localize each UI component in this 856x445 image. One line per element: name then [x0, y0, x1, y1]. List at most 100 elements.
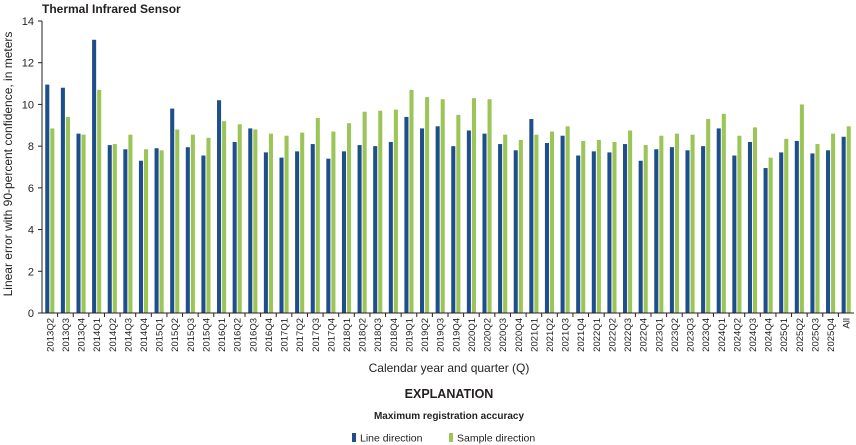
x-tick-label: 2024Q4 [764, 318, 775, 352]
bar-sample-direction-2015Q3 [190, 134, 195, 313]
x-tick-label: 2016Q2 [233, 318, 244, 352]
bar-line-direction-2014Q2 [107, 145, 112, 313]
legend-label-sample-direction: Sample direction [457, 433, 535, 445]
y-tick-label: 2 [28, 266, 34, 278]
x-tick-label: 2016Q1 [217, 318, 228, 352]
bar-sample-direction-2016Q1 [222, 121, 227, 313]
bar-line-direction-2015Q3 [185, 147, 190, 313]
bar-line-direction-2016Q3 [248, 128, 253, 313]
bar-line-direction-2023Q2 [669, 147, 674, 313]
bar-line-direction-2019Q2 [420, 128, 425, 313]
x-tick-label: 2016Q3 [248, 318, 259, 352]
x-tick-label: 2024Q3 [748, 318, 759, 352]
x-tick-label: 2014Q4 [139, 318, 150, 352]
bar-line-direction-2016Q4 [263, 152, 268, 313]
x-tick-label: 2017Q1 [280, 318, 291, 352]
bar-line-direction-2015Q4 [201, 155, 206, 313]
bar-line-direction-2021Q2 [544, 143, 549, 313]
bar-sample-direction-2014Q4 [144, 149, 149, 313]
bar-line-direction-2021Q3 [560, 135, 565, 313]
y-tick-label: 14 [22, 16, 34, 28]
y-tick-label: 4 [28, 225, 34, 237]
bar-line-direction-2021Q1 [529, 119, 534, 313]
x-tick-label: 2018Q3 [373, 318, 384, 352]
bar-line-direction-2022Q3 [623, 144, 628, 313]
legend-swatch-sample-direction [449, 433, 453, 442]
bar-sample-direction-2022Q1 [596, 139, 601, 313]
bar-line-direction-2024Q2 [732, 155, 737, 313]
bar-line-direction-2023Q1 [654, 149, 659, 313]
legend-heading: EXPLANATION [405, 387, 494, 401]
bar-line-direction-2015Q2 [170, 108, 175, 313]
x-tick-label: 2019Q3 [436, 318, 447, 352]
y-tick-label: 12 [22, 58, 34, 70]
bar-sample-direction-2018Q4 [393, 109, 398, 313]
x-tick-label: 2022Q4 [639, 318, 650, 352]
bar-sample-direction-2017Q3 [315, 117, 320, 314]
bar-sample-direction-2024Q1 [721, 113, 726, 313]
x-tick-label: 2023Q2 [670, 318, 681, 352]
bar-line-direction-2020Q1 [466, 130, 471, 313]
bar-sample-direction-2024Q2 [737, 135, 742, 313]
bar-line-direction-2020Q4 [513, 150, 518, 313]
x-tick-label: 2021Q3 [561, 318, 572, 352]
bar-line-direction-2019Q1 [404, 116, 409, 313]
x-axis-label: Calendar year and quarter (Q) [369, 361, 530, 375]
x-tick-label: 2017Q2 [295, 318, 306, 352]
bar-line-direction-2018Q3 [373, 146, 378, 313]
x-tick-label: 2017Q4 [326, 318, 337, 352]
y-tick-label: 6 [28, 183, 34, 195]
bar-line-direction-2017Q4 [326, 158, 331, 313]
x-tick-label: 2018Q1 [342, 318, 353, 352]
bar-sample-direction-2024Q3 [753, 127, 758, 314]
legend: Line direction Sample direction [352, 433, 535, 445]
x-tick-label: 2015Q2 [170, 318, 181, 352]
legend-subheading: Maximum registration accuracy [374, 411, 524, 422]
bar-line-direction-2024Q3 [747, 141, 752, 313]
bar-sample-direction-2019Q1 [409, 89, 414, 313]
x-tick-label: 2015Q1 [155, 318, 166, 352]
bar-sample-direction-All [846, 126, 851, 313]
bar-line-direction-2018Q1 [341, 151, 346, 313]
x-tick-label: 2014Q2 [108, 318, 119, 352]
bar-line-direction-2017Q3 [310, 144, 315, 313]
bar-line-direction-2015Q1 [154, 148, 159, 313]
bar-sample-direction-2022Q2 [612, 141, 617, 313]
x-tick-label: 2025Q2 [795, 318, 806, 352]
bar-sample-direction-2016Q4 [268, 133, 273, 313]
bar-line-direction-2018Q2 [357, 145, 362, 313]
x-tick-label: 2024Q1 [717, 318, 728, 352]
y-tick-label: 10 [22, 99, 34, 111]
x-tick-label: 2021Q1 [529, 318, 540, 352]
x-tick-label: 2024Q2 [732, 318, 743, 352]
bar-sample-direction-2022Q3 [628, 130, 633, 313]
bar-sample-direction-2016Q3 [253, 129, 258, 313]
bar-line-direction-2014Q1 [92, 39, 97, 314]
chart-title: Thermal Infrared Sensor [42, 2, 181, 16]
bar-line-direction-2017Q1 [279, 157, 284, 313]
bar-sample-direction-2022Q4 [643, 145, 648, 313]
x-tick-label: 2023Q4 [701, 318, 712, 352]
bar-line-direction-2013Q4 [76, 133, 81, 313]
bar-line-direction-2021Q4 [576, 155, 581, 313]
bar-sample-direction-2014Q2 [112, 144, 117, 313]
bar-sample-direction-2015Q2 [175, 129, 180, 313]
bar-sample-direction-2023Q3 [690, 134, 695, 313]
bar-line-direction-2014Q4 [138, 160, 143, 313]
x-tick-label: 2025Q4 [826, 318, 837, 352]
x-tick-label: 2020Q2 [483, 318, 494, 352]
x-tick-label: 2014Q3 [123, 318, 134, 352]
bar-line-direction-2019Q4 [451, 146, 456, 313]
bar-sample-direction-2024Q4 [768, 157, 773, 313]
bar-line-direction-2023Q4 [701, 146, 706, 313]
bar-line-direction-2018Q4 [388, 141, 393, 313]
bar-line-direction-2013Q2 [45, 84, 50, 313]
bar-line-direction-2022Q4 [638, 160, 643, 313]
x-tick-label: 2018Q2 [358, 318, 369, 352]
x-tick-label: 2015Q4 [201, 318, 212, 352]
bar-sample-direction-2013Q4 [81, 134, 86, 313]
x-tick-label: 2020Q3 [498, 318, 509, 352]
bar-sample-direction-2021Q3 [565, 126, 570, 313]
bar-sample-direction-2025Q3 [815, 144, 820, 313]
y-axis: 0 2 4 6 8 10 12 14 [22, 16, 43, 320]
